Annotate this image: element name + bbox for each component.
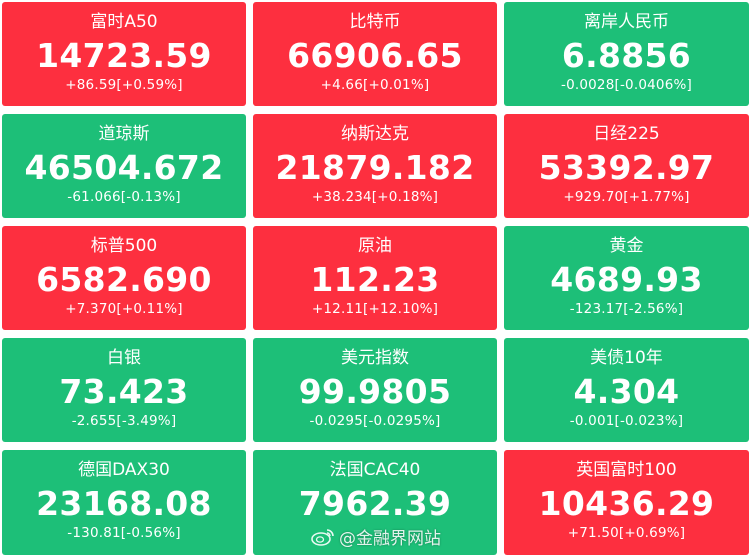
- ticker-card[interactable]: 美元指数 99.9805 -0.0295[-0.0295%]: [253, 338, 497, 442]
- ticker-price: 6.8856: [561, 36, 692, 75]
- ticker-card[interactable]: 英国富时100 10436.29 +71.50[+0.69%]: [504, 450, 749, 555]
- ticker-price: 4.304: [573, 372, 680, 411]
- ticker-change: +4.66[+0.01%]: [320, 77, 430, 93]
- ticker-name: 法国CAC40: [329, 460, 421, 480]
- ticker-card[interactable]: 白银 73.423 -2.655[-3.49%]: [2, 338, 246, 442]
- ticker-price: 53392.97: [538, 148, 715, 187]
- ticker-card[interactable]: 道琼斯 46504.672 -61.066[-0.13%]: [2, 114, 246, 218]
- ticker-name: 美债10年: [590, 348, 663, 368]
- ticker-change: -123.17[-2.56%]: [569, 301, 684, 317]
- ticker-change: -61.066[-0.13%]: [67, 189, 181, 205]
- ticker-price: 112.23: [310, 260, 440, 299]
- ticker-card[interactable]: 富时A50 14723.59 +86.59[+0.59%]: [2, 2, 246, 106]
- ticker-name: 德国DAX30: [78, 460, 170, 480]
- ticker-price: 99.9805: [298, 372, 452, 411]
- ticker-card[interactable]: 美债10年 4.304 -0.001[-0.023%]: [504, 338, 749, 442]
- ticker-card[interactable]: 德国DAX30 23168.08 -130.81[-0.56%]: [2, 450, 246, 555]
- ticker-card[interactable]: 原油 112.23 +12.11[+12.10%]: [253, 226, 497, 330]
- watermark: @金融界网站: [311, 524, 441, 549]
- ticker-price: 46504.672: [24, 148, 224, 187]
- ticker-price: 14723.59: [36, 36, 212, 75]
- watermark-text: @金融界网站: [339, 529, 441, 549]
- ticker-change: -0.0295[-0.0295%]: [309, 413, 441, 429]
- ticker-card[interactable]: 黄金 4689.93 -123.17[-2.56%]: [504, 226, 749, 330]
- ticker-change: -0.0028[-0.0406%]: [561, 77, 692, 93]
- ticker-name: 英国富时100: [576, 460, 677, 480]
- ticker-name: 白银: [107, 348, 141, 368]
- ticker-change: +38.234[+0.18%]: [311, 189, 439, 205]
- ticker-name: 道琼斯: [98, 124, 150, 144]
- ticker-name: 标普500: [90, 236, 158, 256]
- ticker-card[interactable]: 纳斯达克 21879.182 +38.234[+0.18%]: [253, 114, 497, 218]
- ticker-name: 日经225: [593, 124, 660, 144]
- ticker-change: -2.655[-3.49%]: [71, 413, 177, 429]
- ticker-price: 10436.29: [538, 484, 715, 523]
- ticker-name: 黄金: [609, 236, 644, 256]
- ticker-change: +86.59[+0.59%]: [65, 77, 183, 93]
- ticker-change: +929.70[+1.77%]: [563, 189, 690, 205]
- ticker-change: -130.81[-0.56%]: [67, 525, 181, 541]
- ticker-name: 原油: [358, 236, 392, 256]
- ticker-price: 21879.182: [275, 148, 475, 187]
- ticker-price: 66906.65: [287, 36, 463, 75]
- ticker-card[interactable]: 日经225 53392.97 +929.70[+1.77%]: [504, 114, 749, 218]
- ticker-card[interactable]: 比特币 66906.65 +4.66[+0.01%]: [253, 2, 497, 106]
- ticker-name: 美元指数: [341, 348, 409, 368]
- ticker-price: 4689.93: [550, 260, 703, 299]
- ticker-name: 离岸人民币: [584, 12, 669, 32]
- ticker-card[interactable]: 离岸人民币 6.8856 -0.0028[-0.0406%]: [504, 2, 749, 106]
- ticker-change: +12.11[+12.10%]: [311, 301, 439, 317]
- weibo-logo-icon: [311, 528, 334, 546]
- ticker-price: 7962.39: [298, 484, 452, 523]
- ticker-price: 6582.690: [36, 260, 212, 299]
- ticker-card[interactable]: 法国CAC40 7962.39: [253, 450, 497, 555]
- ticker-change: +7.370[+0.11%]: [65, 301, 183, 317]
- ticker-price: 73.423: [59, 372, 189, 411]
- ticker-name: 比特币: [349, 12, 401, 32]
- ticker-name: 富时A50: [90, 12, 158, 32]
- ticker-change: -0.001[-0.023%]: [569, 413, 684, 429]
- ticker-name: 纳斯达克: [341, 124, 409, 144]
- ticker-change: +71.50[+0.69%]: [567, 525, 686, 541]
- ticker-price: 23168.08: [36, 484, 212, 523]
- ticker-card[interactable]: 标普500 6582.690 +7.370[+0.11%]: [2, 226, 246, 330]
